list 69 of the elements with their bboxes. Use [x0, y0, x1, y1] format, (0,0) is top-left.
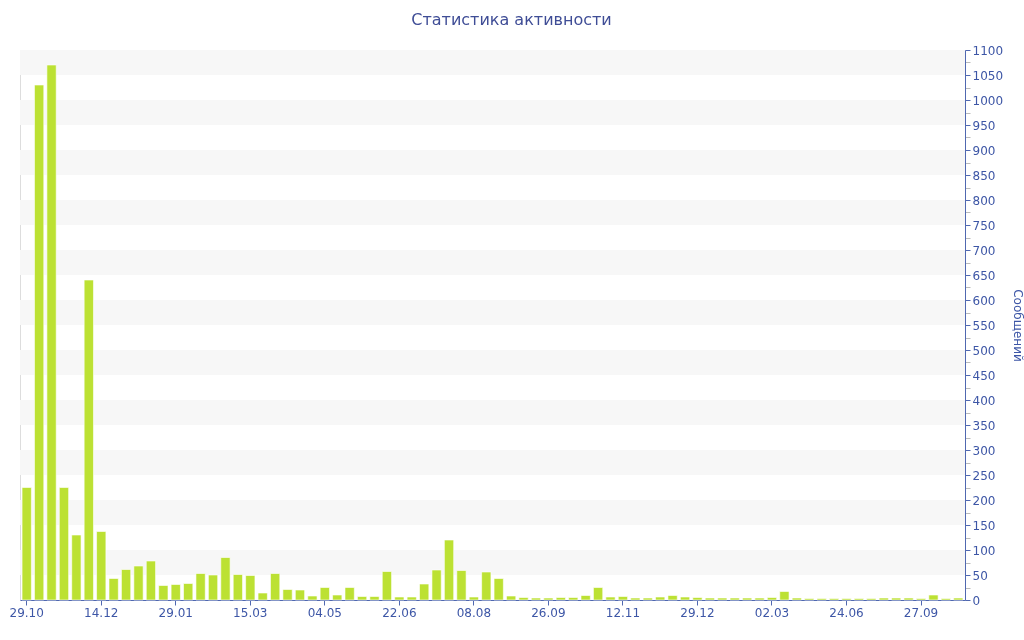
bar	[307, 595, 318, 601]
y-tick-label: 400	[972, 393, 996, 408]
y-tick-label: 600	[972, 293, 996, 308]
y-tick-label: 650	[972, 268, 996, 283]
bar	[617, 596, 628, 601]
x-tick-label: 08.08	[456, 605, 492, 620]
bar	[680, 596, 690, 601]
bar	[593, 587, 604, 601]
bar	[655, 596, 666, 601]
y-tick-label: 850	[972, 168, 996, 183]
chart-title: Статистика активности	[411, 10, 612, 29]
y-tick-label: 200	[972, 493, 996, 508]
bar	[543, 597, 554, 601]
y-tick-label: 1050	[972, 68, 1004, 83]
x-tick-label: 14.12	[84, 605, 119, 620]
bar	[183, 583, 194, 601]
x-tick-label: 12.11	[605, 605, 641, 620]
y-tick-label: 1000	[972, 93, 1004, 108]
x-tick-label: 04.05	[307, 605, 342, 620]
bar	[319, 587, 330, 601]
bar	[779, 591, 790, 601]
x-tick-label: 24.06	[829, 605, 864, 620]
bar	[282, 589, 293, 601]
bar	[903, 597, 914, 601]
y-tick-label: 800	[972, 193, 996, 208]
bar	[468, 596, 479, 601]
x-tick-label: 22.06	[382, 605, 417, 620]
bar	[754, 597, 765, 601]
bar	[928, 594, 939, 601]
x-tick-label: 29.01	[158, 605, 193, 620]
bar	[369, 596, 380, 601]
x-tick-label: 29.10	[9, 605, 44, 620]
y-tick-label: 0	[972, 593, 981, 608]
x-tick-label: 27.09	[903, 605, 939, 620]
y-tick-label: 450	[972, 368, 996, 383]
bar	[791, 597, 802, 601]
x-tick-label: 15.03	[233, 605, 268, 620]
bar	[605, 596, 616, 601]
bar	[506, 595, 517, 601]
x-tick-label: 26.09	[531, 605, 566, 620]
bar	[742, 597, 753, 601]
y-tick-label: 950	[972, 118, 996, 133]
bar	[357, 596, 368, 601]
y-tick-label: 250	[972, 468, 996, 483]
bar	[419, 583, 430, 601]
y-tick-label: 900	[972, 143, 996, 158]
y-tick-label: 100	[972, 543, 996, 558]
y-tick-label: 300	[972, 443, 996, 458]
bar	[555, 597, 566, 601]
bar	[692, 597, 703, 601]
y-axis-title: Сообщений	[1011, 289, 1024, 362]
bar	[704, 597, 715, 601]
bar	[953, 597, 964, 601]
y-tick-label: 700	[972, 243, 996, 258]
y-tick-label: 550	[972, 318, 996, 333]
y-tick-label: 150	[972, 518, 996, 533]
y-tick-label: 750	[972, 218, 996, 233]
x-tick-label: 02.03	[754, 605, 790, 620]
y-tick-label: 50	[972, 568, 988, 583]
y-tick-label: 500	[972, 343, 996, 358]
bar	[891, 597, 902, 601]
bar	[767, 597, 777, 601]
x-tick-label: 29.12	[680, 605, 715, 620]
bar	[518, 597, 529, 601]
y-tick-label: 1100	[972, 43, 1004, 58]
bar	[667, 595, 678, 601]
bar	[531, 597, 541, 601]
y-tick-label: 350	[972, 418, 996, 433]
bar	[295, 589, 305, 601]
